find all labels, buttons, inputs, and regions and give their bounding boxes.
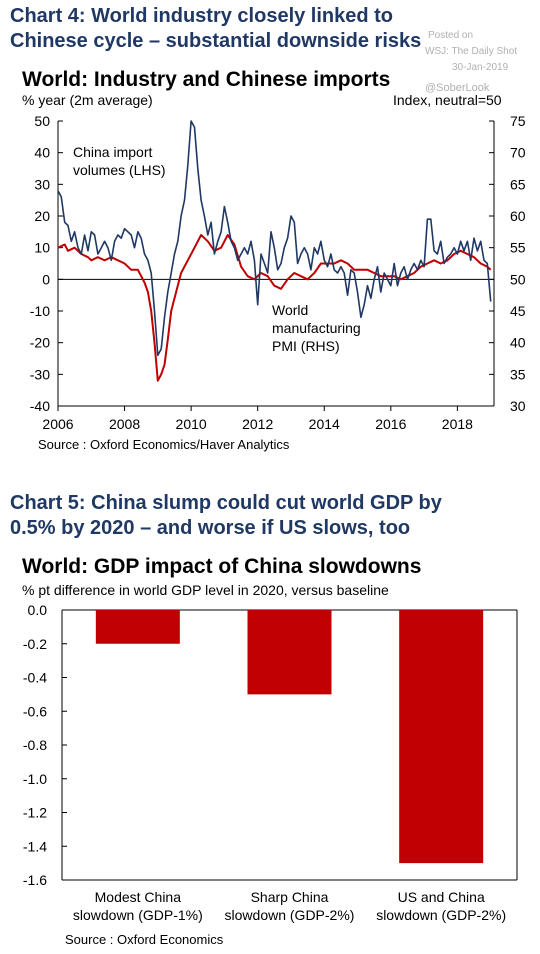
chart4-plot: 50403020100-10-20-30-4075706560555045403… — [30, 113, 526, 432]
left-tick-label: 30 — [34, 176, 50, 192]
right-tick-label: 65 — [510, 176, 526, 192]
category-label: slowdown (GDP-2%) — [376, 907, 506, 923]
right-tick-label: 70 — [510, 145, 526, 161]
watermark-handle: @SoberLook — [425, 82, 490, 94]
y-tick-label: -0.8 — [23, 737, 47, 753]
left-tick-label: 10 — [34, 240, 50, 256]
right-tick-label: 35 — [510, 366, 526, 382]
category-label: slowdown (GDP-1%) — [73, 907, 203, 923]
chart5-heading-line1: Chart 5: China slump could cut world GDP… — [10, 492, 442, 514]
y-tick-label: -1.4 — [23, 838, 47, 854]
china-import-label-line1: China import — [73, 144, 153, 160]
category-label: slowdown (GDP-2%) — [225, 907, 355, 923]
pmi-label-line3: PMI (RHS) — [272, 338, 340, 354]
y-tick-label: 0.0 — [28, 602, 48, 618]
left-tick-label: -40 — [30, 398, 50, 414]
y-tick-label: -1.6 — [23, 872, 47, 888]
right-tick-label: 60 — [510, 208, 526, 224]
right-tick-label: 45 — [510, 303, 526, 319]
pmi-series-line — [57, 234, 492, 382]
x-tick-label: 2014 — [309, 416, 340, 432]
chart4-heading-line1: Chart 4: World industry closely linked t… — [10, 5, 394, 27]
category-label: Modest China — [95, 889, 182, 905]
y-tick-label: -0.2 — [23, 636, 47, 652]
right-tick-label: 40 — [510, 335, 526, 351]
y-tick-label: -1.2 — [23, 805, 47, 821]
category-label: Sharp China — [251, 889, 329, 905]
left-tick-label: 20 — [34, 208, 50, 224]
bar — [399, 610, 484, 864]
y-tick-label: -1.0 — [23, 771, 47, 787]
china-import-label-line2: volumes (LHS) — [73, 162, 166, 178]
right-tick-label: 55 — [510, 240, 526, 256]
left-tick-label: -30 — [30, 366, 50, 382]
chart4-source: Source : Oxford Economics/Haver Analytic… — [38, 437, 290, 452]
bar — [247, 610, 332, 695]
right-tick-label: 30 — [510, 398, 526, 414]
chart4-heading-line2: Chinese cycle – substantial downside ris… — [10, 30, 422, 52]
y-tick-label: -0.6 — [23, 703, 47, 719]
x-tick-label: 2010 — [176, 416, 207, 432]
chart5-plot: 0.0 -0.2 -0.4 -0.6 -0.8 -1.0 -1.2 -1.4 -1.6 Modes… — [23, 602, 518, 923]
pmi-label-line2: manufacturing — [272, 320, 361, 336]
x-tick-label: 2008 — [109, 416, 140, 432]
right-tick-label: 50 — [510, 271, 526, 287]
y-tick-label: -0.4 — [23, 670, 47, 686]
x-tick-label: 2012 — [242, 416, 273, 432]
chart5-source: Source : Oxford Economics — [65, 932, 224, 947]
left-tick-label: 40 — [34, 145, 50, 161]
chart4-left-unit: % year (2m average) — [22, 92, 153, 108]
china-import-series-line — [57, 120, 492, 357]
left-tick-label: 50 — [34, 113, 50, 129]
left-tick-label: -20 — [30, 335, 50, 351]
watermark-posted: Posted on — [428, 30, 474, 41]
watermark-date: 30-Jan-2019 — [452, 62, 509, 73]
chart4-title: World: Industry and Chinese imports — [22, 68, 391, 91]
left-tick-label: -10 — [30, 303, 50, 319]
chart5-title: World: GDP impact of China slowdowns — [22, 555, 422, 578]
left-tick-label: 0 — [42, 271, 50, 287]
x-tick-label: 2006 — [42, 416, 73, 432]
category-label: US and China — [398, 889, 485, 905]
chart5-heading-line2: 0.5% by 2020 – and worse if US slows, to… — [10, 517, 411, 539]
chart5-subtitle: % pt difference in world GDP level in 20… — [22, 582, 389, 598]
x-tick-label: 2018 — [442, 416, 473, 432]
watermark-source: WSJ: The Daily Shot — [425, 46, 518, 57]
chart4-right-unit: Index, neutral=50 — [393, 92, 502, 108]
x-tick-label: 2016 — [375, 416, 406, 432]
bar — [95, 610, 180, 644]
pmi-label-line1: World — [272, 302, 309, 318]
right-tick-label: 75 — [510, 113, 526, 129]
